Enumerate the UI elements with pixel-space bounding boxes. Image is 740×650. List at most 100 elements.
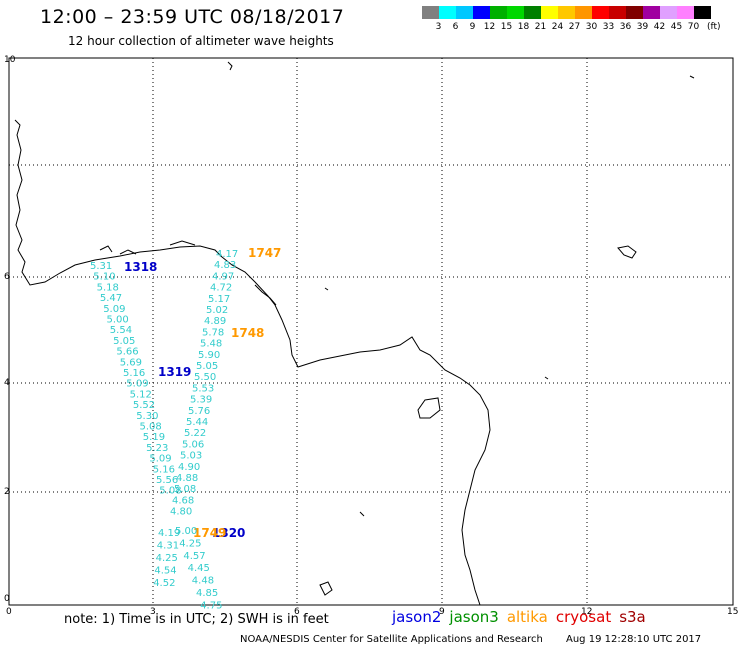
wave-height-value: 4.45 — [188, 563, 210, 574]
wave-height-value: 5.76 — [188, 406, 210, 417]
legend-swatch — [490, 6, 507, 19]
pass-1749: 1749 — [193, 526, 226, 540]
x-tick-3: 3 — [150, 607, 156, 617]
x-tick-12: 12 — [581, 607, 592, 617]
satellite-jason3: jason3 — [449, 608, 499, 626]
wave-height-value: 5.06 — [182, 439, 204, 450]
wave-height-value: 4.68 — [172, 495, 194, 506]
wave-height-value: 5.03 — [180, 451, 202, 462]
legend-swatch — [456, 6, 473, 19]
wave-height-value: 5.78 — [202, 327, 224, 338]
legend-swatch — [541, 6, 558, 19]
pass-1319: 1319 — [158, 365, 191, 379]
legend-label: 36 — [619, 22, 632, 32]
y-tick-4: 4 — [4, 378, 10, 388]
wave-height-value: 5.66 — [116, 347, 138, 358]
wave-height-value: 4.17 — [216, 249, 238, 260]
legend-swatch — [694, 6, 711, 19]
legend-label: 27 — [568, 22, 581, 32]
legend-swatch — [524, 6, 541, 19]
x-tick-6: 6 — [294, 607, 300, 617]
y-tick-10: 10 — [4, 55, 16, 65]
legend-swatch — [558, 6, 575, 19]
y-tick-6: 6 — [4, 272, 10, 282]
wave-height-value: 5.56 — [156, 475, 178, 486]
legend-swatch — [473, 6, 490, 19]
map-frame — [8, 57, 734, 606]
wave-height-value: 5.09 — [126, 379, 148, 390]
satellite-s3a: s3a — [619, 608, 646, 626]
color-legend — [422, 6, 711, 19]
wave-height-value: 5.54 — [110, 325, 132, 336]
wave-height-value: 4.89 — [204, 316, 226, 327]
legend-swatch — [592, 6, 609, 19]
wave-height-value: 5.00 — [175, 526, 197, 537]
wave-height-value: 5.16 — [123, 368, 145, 379]
legend-swatch — [422, 6, 439, 19]
legend-swatch — [439, 6, 456, 19]
footer-source: NOAA/NESDIS Center for Satellite Applica… — [240, 634, 543, 645]
y-tick-2: 2 — [4, 487, 10, 497]
wave-height-value: 5.17 — [208, 294, 230, 305]
legend-label: 30 — [585, 22, 598, 32]
legend-swatch — [626, 6, 643, 19]
wave-height-value: 4.80 — [170, 507, 192, 518]
legend-label: 12 — [483, 22, 496, 32]
wave-height-value: 5.22 — [184, 428, 206, 439]
wave-height-value: 5.48 — [200, 339, 222, 350]
legend-label: 9 — [469, 22, 476, 32]
footer-timestamp: Aug 19 12:28:10 UTC 2017 — [566, 634, 702, 645]
satellite-jason2: jason2 — [392, 608, 442, 626]
wave-height-value: 4.48 — [192, 576, 214, 587]
wave-height-value: 5.05 — [113, 336, 135, 347]
legend-unit: (ft) — [707, 22, 721, 32]
wave-height-value: 4.31 — [157, 541, 179, 552]
satellite-cryosat: cryosat — [555, 608, 612, 626]
wave-height-value: 5.31 — [90, 261, 112, 272]
wave-height-value: 5.18 — [97, 282, 119, 293]
legend-swatch — [660, 6, 677, 19]
pass-1748: 1748 — [231, 326, 264, 340]
coastline — [14, 61, 695, 606]
pass-1747: 1747 — [248, 246, 281, 260]
wave-height-value: 5.10 — [93, 272, 115, 283]
wave-height-value: 5.50 — [194, 372, 216, 383]
x-tick-0: 0 — [6, 607, 12, 617]
wave-height-value: 5.08 — [174, 484, 196, 495]
wave-height-value: 5.52 — [133, 400, 155, 411]
legend-label: 45 — [670, 22, 683, 32]
legend-swatch — [609, 6, 626, 19]
wave-height-value: 4.25 — [179, 538, 201, 549]
wave-height-value: 4.85 — [196, 588, 218, 599]
wave-height-value: 4.57 — [183, 551, 205, 562]
wave-height-value: 4.19 — [158, 528, 180, 539]
satellite-legend: jason2 jason3 altika cryosat s3a — [392, 608, 654, 626]
legend-label: 3 — [435, 22, 442, 32]
grid-lines — [9, 58, 733, 605]
wave-height-value: 5.69 — [120, 357, 142, 368]
x-tick-15: 15 — [727, 607, 738, 617]
legend-swatch — [507, 6, 524, 19]
wave-height-value: 5.08 — [140, 422, 162, 433]
x-tick-9: 9 — [439, 607, 445, 617]
wave-height-value: 5.19 — [143, 432, 165, 443]
wave-height-value: 5.47 — [100, 293, 122, 304]
wave-height-value: 4.72 — [210, 283, 232, 294]
wave-height-value: 4.97 — [212, 271, 234, 282]
wave-height-value: 5.09 — [149, 454, 171, 465]
wave-height-value: 4.90 — [178, 462, 200, 473]
legend-label: 33 — [602, 22, 615, 32]
wave-height-value: 4.25 — [156, 553, 178, 564]
wave-height-tracks: 5.315.105.185.47 5.09 5.00 5.545.055.665.69… — [90, 249, 238, 611]
legend-label: 42 — [653, 22, 666, 32]
legend-labels: 3 6 9 12 15 18 21 24 27 30 33 36 39 42 45 70 — [422, 22, 740, 34]
wave-height-value: 4.54 — [154, 566, 176, 577]
legend-swatch — [677, 6, 694, 19]
legend-label: 6 — [452, 22, 459, 32]
pass-labels: 1318 1319 1320 1747 1748 1749 — [124, 246, 281, 540]
legend-label: 15 — [500, 22, 513, 32]
legend-swatch — [643, 6, 660, 19]
note-text: note: 1) Time is in UTC; 2) SWH is in fe… — [64, 612, 329, 627]
legend-swatch — [575, 6, 592, 19]
